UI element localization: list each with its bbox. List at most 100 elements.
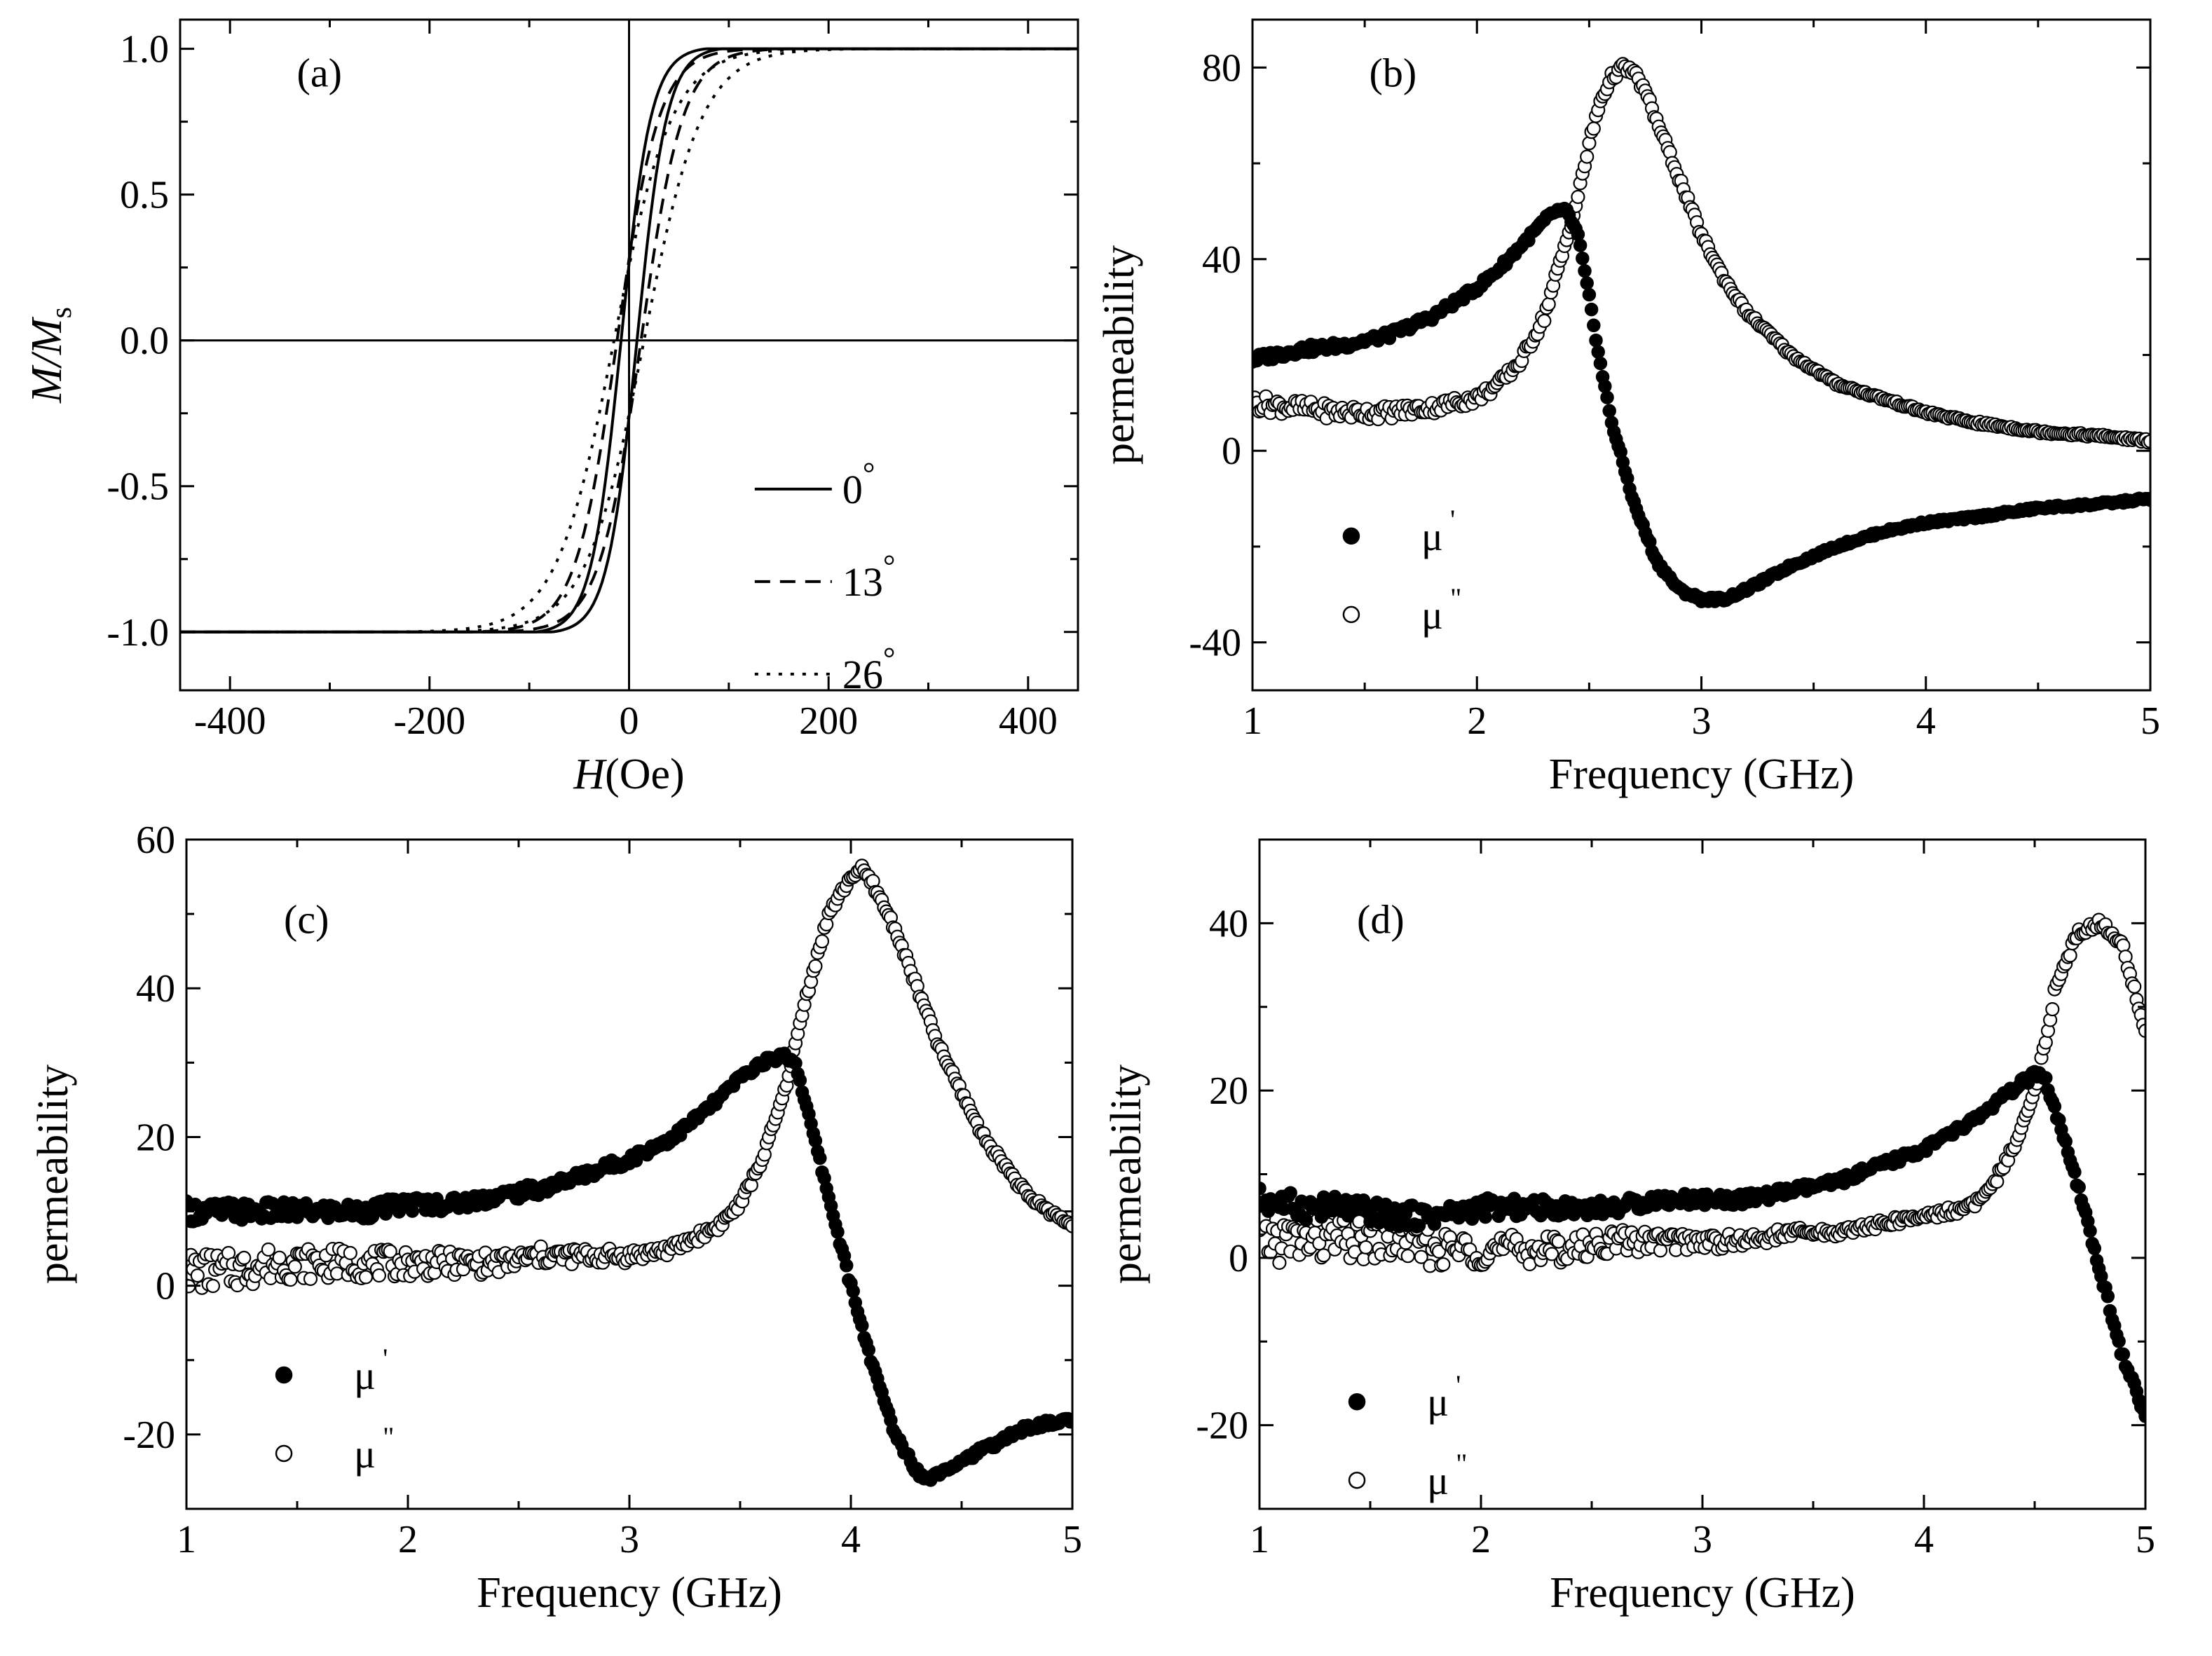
panel-label: (b): [1370, 50, 1417, 96]
y-tick-label: 20: [136, 1116, 175, 1159]
legend-marker-filled: [275, 1366, 293, 1384]
x-tick-label: 2: [398, 1518, 418, 1561]
y-tick-label: 0.5: [120, 174, 169, 217]
degree-symbol: °: [863, 456, 875, 491]
data-point-filled: [861, 1343, 876, 1357]
x-tick-label: -200: [394, 699, 466, 743]
x-tick-label: 5: [1063, 1518, 1082, 1561]
data-point-filled: [1582, 287, 1597, 302]
x-tick-label: 5: [2141, 699, 2160, 743]
data-point-filled: [793, 1073, 807, 1088]
y-axis-label: permeability: [1102, 1065, 1150, 1284]
legend: μ'μ ": [1348, 1369, 1467, 1503]
series-mu-imaginary: [186, 858, 1072, 1295]
data-point-filled: [855, 1318, 869, 1333]
y-axis-label: permeability: [29, 1065, 77, 1284]
data-point-filled: [1600, 390, 1614, 404]
data-point-filled: [1584, 302, 1599, 317]
data-point-filled: [1283, 1186, 1297, 1200]
data-point-open: [383, 1244, 397, 1259]
y-tick-label: 20: [1209, 1069, 1248, 1113]
data-point-open: [2143, 434, 2150, 449]
legend-label: 0°: [842, 456, 875, 512]
series-mu-real: [186, 1046, 1072, 1487]
x-axis-label: Frequency (GHz): [1549, 751, 1855, 798]
legend: μ'μ ": [275, 1343, 394, 1477]
data-point-open: [1551, 1234, 1566, 1249]
y-tick-label: -40: [1189, 622, 1241, 665]
x-tick-label: 4: [841, 1518, 861, 1561]
x-axis-label: H(Oe): [573, 751, 684, 798]
data-point-filled: [2059, 1134, 2073, 1149]
y-tick-label: 0.0: [120, 320, 169, 363]
y-axis-label-symbol: M/M: [23, 316, 71, 404]
legend-prime: ": [383, 1421, 394, 1453]
plot-frame: [1251, 18, 2152, 692]
x-tick-label: 3: [620, 1518, 639, 1561]
y-tick-label: 0: [156, 1265, 175, 1308]
y-tick-label: 0: [1229, 1237, 1248, 1280]
legend: 0° 13 ° 26°: [754, 456, 896, 697]
data-point-open: [1990, 1174, 2005, 1189]
y-axis-label: M/Ms: [23, 307, 78, 404]
data-point-open: [1545, 1247, 1559, 1261]
y-tick-label: -20: [1196, 1404, 1248, 1448]
data-point-filled: [2068, 1165, 2082, 1179]
legend-prime: ': [1456, 1369, 1461, 1401]
data-point-filled: [2039, 1071, 2053, 1085]
data-point-open: [2045, 1001, 2060, 1017]
data-point-filled: [1299, 1213, 1313, 1227]
series-mu-imaginary: [1252, 57, 2150, 450]
y-tick-label: -1.0: [107, 611, 169, 655]
x-tick-label: 3: [1692, 699, 1712, 743]
data-point-open: [1586, 121, 1601, 136]
x-tick-label: 4: [1916, 699, 1936, 743]
data-point-open: [1358, 1240, 1373, 1255]
y-tick-label: 40: [136, 967, 175, 1011]
panel-label: (c): [284, 897, 329, 943]
series-dashed: [180, 47, 1078, 634]
data-point-open: [261, 1242, 275, 1257]
data-point-open: [2127, 979, 2142, 994]
legend-prime: ': [383, 1343, 388, 1374]
data-point-filled: [1259, 1181, 1267, 1196]
data-point-filled: [2047, 1100, 2062, 1114]
data-point-filled: [2138, 1409, 2145, 1423]
data-point-filled: [839, 1259, 854, 1273]
x-tick-label: 1: [1250, 1518, 1269, 1561]
x-tick-label: 400: [999, 699, 1058, 743]
legend-label: μ ': [354, 1343, 388, 1398]
x-tick-label: 2: [1471, 1518, 1491, 1561]
data-point-open: [1414, 1250, 1428, 1264]
data-point-open: [1065, 1219, 1072, 1233]
data-point-filled: [405, 1204, 420, 1218]
data-point-open: [1582, 136, 1597, 151]
legend-label: μ ': [1427, 1369, 1461, 1425]
data-point-open: [1653, 1243, 1668, 1258]
legend-symbol: μ: [354, 1353, 376, 1398]
legend-marker-open: [1348, 1471, 1366, 1489]
data-point-filled: [2101, 1289, 2115, 1303]
y-axis-label: permeability: [1095, 245, 1143, 465]
legend-label: μ ': [1421, 504, 1455, 559]
data-point-filled: [1589, 333, 1603, 348]
y-tick-label: 60: [136, 819, 175, 862]
x-tick-label: 200: [799, 699, 858, 743]
data-point-open: [1580, 149, 1595, 164]
series-mu-real: [1252, 201, 2150, 608]
legend-label: μ ": [354, 1421, 394, 1477]
data-point-filled: [2143, 493, 2150, 507]
data-point-filled: [1576, 251, 1590, 266]
data-point-open: [814, 934, 830, 949]
legend-angle-value: 13: [842, 559, 883, 605]
data-point-open: [237, 1250, 252, 1266]
legend-marker-open: [1342, 605, 1360, 624]
data-point-open: [808, 959, 823, 973]
legend-label: 26°: [842, 641, 896, 697]
y-tick-label: -20: [123, 1414, 175, 1457]
legend-symbol: μ: [1427, 1458, 1449, 1503]
data-point-filled: [846, 1284, 860, 1299]
data-point-open: [205, 1278, 220, 1294]
data-point-filled: [1580, 276, 1594, 290]
data-point-open: [757, 1147, 772, 1162]
